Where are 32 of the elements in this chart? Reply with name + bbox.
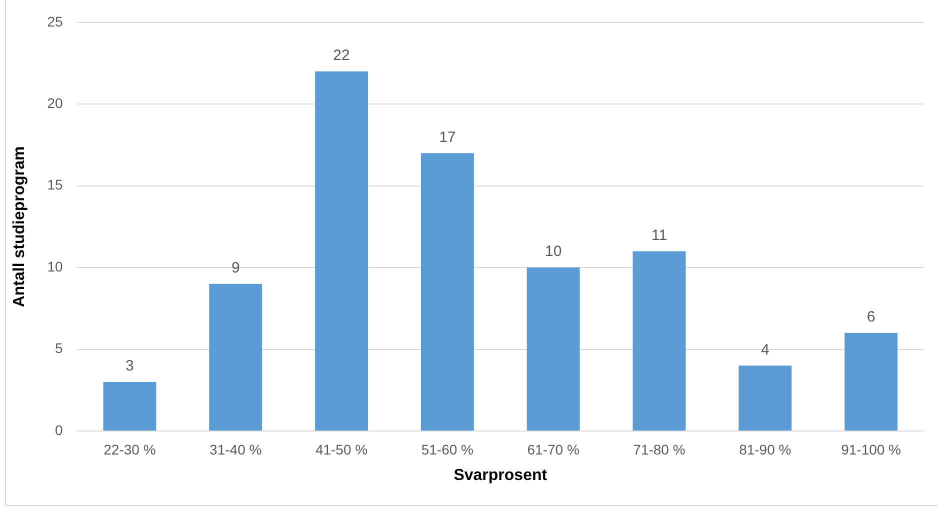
y-tick-label: 5	[54, 340, 63, 356]
y-tick-label: 15	[47, 176, 63, 193]
x-tick-label: 71-80 %	[633, 441, 686, 458]
bar	[526, 268, 580, 430]
bar	[844, 332, 898, 430]
x-tick-label: 61-70 %	[527, 441, 580, 458]
bar	[420, 153, 474, 430]
bar	[632, 251, 686, 430]
y-tick-label: 10	[47, 258, 63, 274]
data-label: 11	[651, 226, 668, 244]
y-tick-label: 20	[47, 94, 63, 111]
x-axis-title: Svarprosent	[454, 466, 548, 484]
y-tick-label: 25	[47, 13, 63, 30]
x-tick-label: 51-60 %	[421, 441, 474, 458]
x-tick-label: 91-100 %	[841, 441, 902, 458]
x-tick-label: 41-50 %	[315, 441, 368, 458]
data-label: 22	[333, 47, 350, 64]
bar	[209, 284, 262, 430]
bar	[315, 71, 368, 430]
data-label: 9	[231, 260, 240, 277]
bar	[103, 382, 156, 430]
bar	[738, 366, 792, 430]
data-label: 17	[439, 128, 456, 146]
data-label: 3	[126, 358, 134, 375]
x-tick-label: 22-30 %	[104, 441, 156, 458]
data-label: 10	[544, 243, 562, 260]
x-tick-label: 81-90 %	[739, 441, 792, 458]
data-label: 6	[866, 308, 876, 326]
y-tick-label: 0	[54, 422, 63, 438]
y-axis-title: Antall studieprogram	[11, 146, 28, 308]
x-tick-label: 31-40 %	[210, 441, 262, 458]
data-label: 4	[760, 341, 770, 358]
